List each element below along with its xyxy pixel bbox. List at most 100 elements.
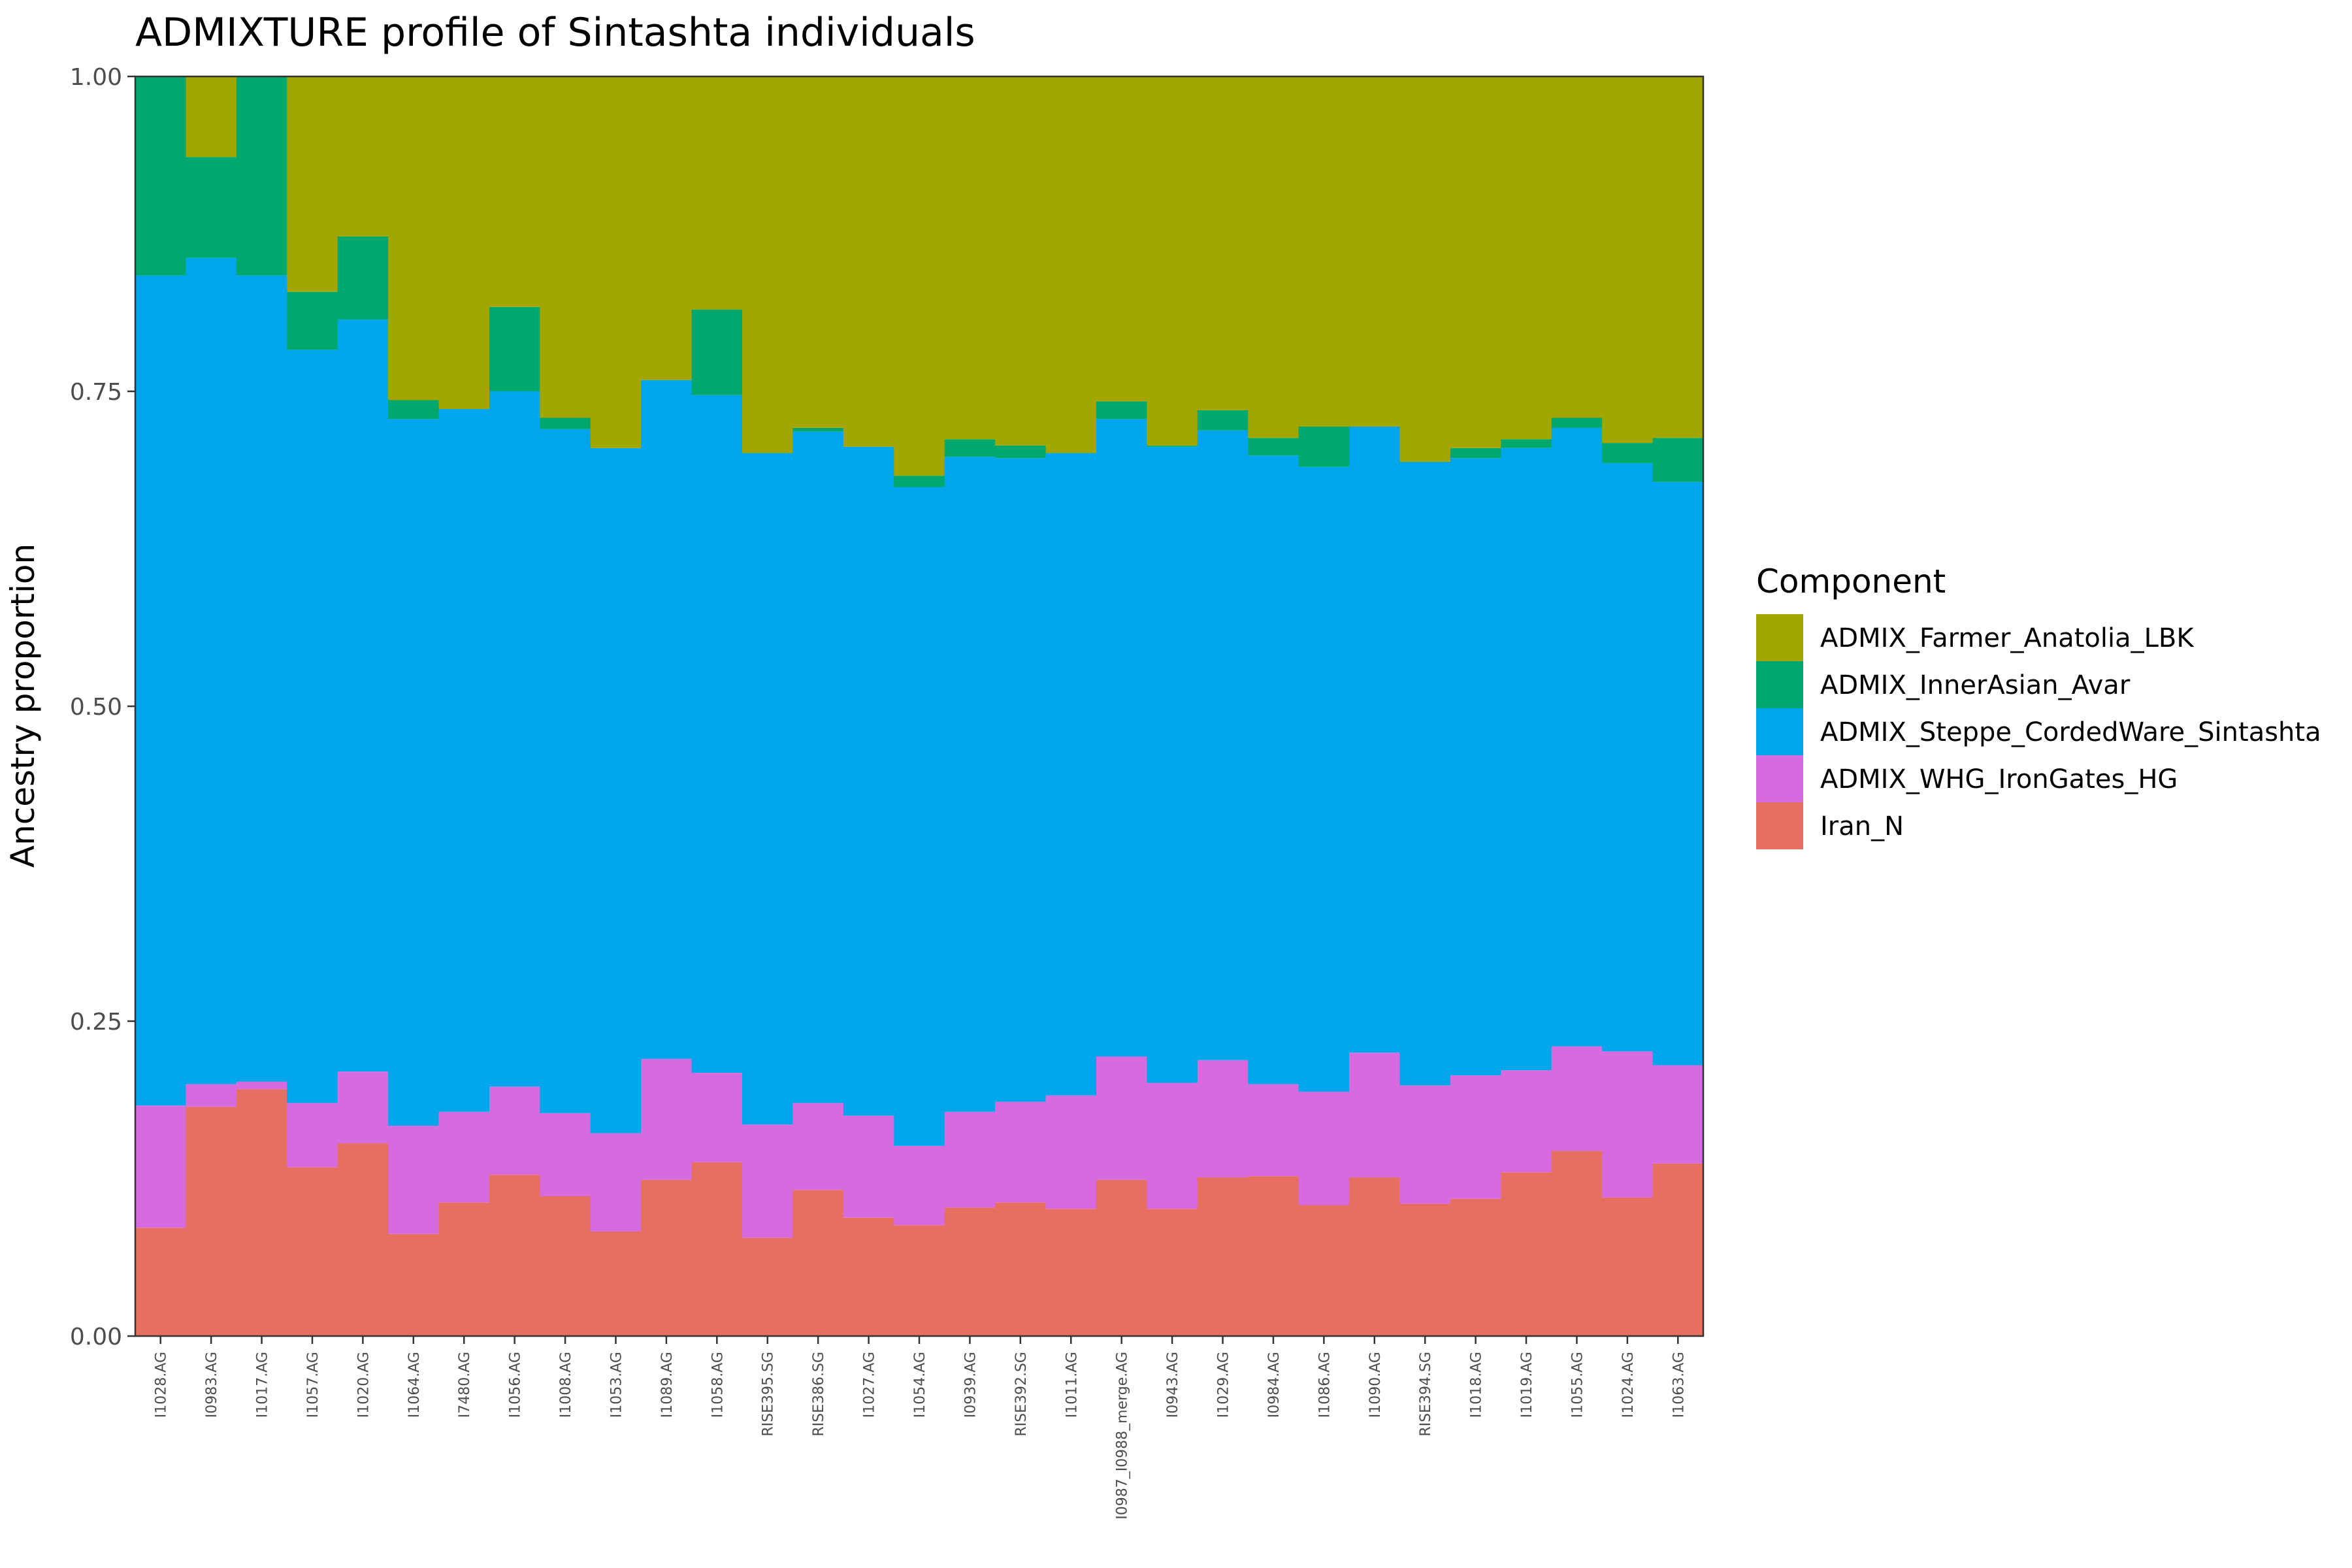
bar-segment-RISE386.SG-ADMIX_WHG_IronGates_HG [792,1103,844,1190]
x-tick-label: I1008.AG [558,1352,574,1418]
bar-segment-I0939.AG-ADMIX_Steppe_CordedWare_Sintashta [944,457,996,1112]
bar-segment-I1089.AG-Iran_N [641,1179,693,1336]
bar-segment-I1024.AG-ADMIX_InnerAsian_Avar [1602,443,1654,463]
bar-segment-I1027.AG-ADMIX_Farmer_Anatolia_LBK [843,76,894,447]
bar-segment-I1053.AG-ADMIX_WHG_IronGates_HG [590,1133,642,1232]
bar-segment-I1029.AG-ADMIX_InnerAsian_Avar [1197,410,1249,431]
bar-segment-I0987_I0988_merge.AG-Iran_N [1096,1179,1147,1336]
legend-label: ADMIX_Farmer_Anatolia_LBK [1820,623,2195,653]
x-tick-label: I1054.AG [912,1352,928,1418]
bar-segment-I1011.AG-ADMIX_Farmer_Anatolia_LBK [1045,76,1097,453]
bar-segment-I7480.AG-ADMIX_Farmer_Anatolia_LBK [438,76,490,409]
x-tick-label: I1018.AG [1469,1352,1485,1418]
bar-segment-I1017.AG-ADMIX_Steppe_CordedWare_Sintashta [236,275,287,1082]
bar-segment-I0983.AG-Iran_N [186,1107,237,1336]
x-tick-label: I1024.AG [1620,1352,1637,1418]
x-tick-label: I1056.AG [508,1352,524,1418]
bar-segment-I1063.AG-Iran_N [1652,1163,1704,1336]
x-tick-label: I1089.AG [659,1352,676,1418]
bar-segment-RISE392.SG-ADMIX_Steppe_CordedWare_Sintashta [995,458,1047,1102]
bar-segment-I1064.AG-ADMIX_Steppe_CordedWare_Sintashta [388,419,440,1126]
bar-segment-I0943.AG-Iran_N [1147,1209,1198,1336]
x-tick-label: I1011.AG [1064,1352,1080,1418]
y-tick-label: 0.50 [70,694,122,721]
bar-segment-I1056.AG-ADMIX_Steppe_CordedWare_Sintashta [489,391,540,1087]
legend-key-ADMIX_WHG_IronGates_HG [1756,755,1803,802]
legend-key-ADMIX_Farmer_Anatolia_LBK [1756,614,1803,661]
legend-key-ADMIX_Steppe_CordedWare_Sintashta [1756,708,1803,755]
bar-segment-I1029.AG-ADMIX_Steppe_CordedWare_Sintashta [1197,430,1249,1060]
bar-segment-I1029.AG-Iran_N [1197,1177,1249,1336]
bar-segment-I1011.AG-Iran_N [1045,1209,1097,1336]
bar-segment-RISE386.SG-ADMIX_InnerAsian_Avar [792,427,844,432]
bar-segment-I1008.AG-ADMIX_Steppe_CordedWare_Sintashta [540,429,591,1113]
bar-segment-RISE395.SG-Iran_N [742,1237,794,1336]
bar-segment-I1017.AG-ADMIX_WHG_IronGates_HG [236,1081,287,1090]
bar-segment-I1055.AG-ADMIX_InnerAsian_Avar [1551,417,1603,428]
legend-title: Component [1756,563,1946,600]
bar-segment-I0987_I0988_merge.AG-ADMIX_Farmer_Anatolia_LBK [1096,76,1147,402]
bar-segment-RISE386.SG-ADMIX_Farmer_Anatolia_LBK [792,76,844,428]
bar-segment-I1055.AG-Iran_N [1551,1151,1603,1336]
x-tick-label: I1019.AG [1519,1352,1535,1418]
bar-segment-I1008.AG-Iran_N [540,1196,591,1336]
x-tick-label: I1027.AG [862,1352,878,1418]
bar-segment-I1020.AG-Iran_N [337,1143,389,1336]
bar-segment-RISE394.SG-Iran_N [1399,1203,1451,1336]
x-tick-label: I1086.AG [1316,1352,1333,1418]
bar-segment-I1053.AG-ADMIX_Farmer_Anatolia_LBK [590,76,642,448]
bar-segment-I1019.AG-ADMIX_Farmer_Anatolia_LBK [1501,76,1552,440]
bar-segment-I0984.AG-ADMIX_Steppe_CordedWare_Sintashta [1248,455,1299,1085]
bar-segment-I1064.AG-ADMIX_InnerAsian_Avar [388,400,440,419]
bar-segment-I0984.AG-ADMIX_WHG_IronGates_HG [1248,1084,1299,1177]
bar-segment-I1063.AG-ADMIX_Farmer_Anatolia_LBK [1652,76,1704,438]
bar-segment-I1008.AG-ADMIX_Farmer_Anatolia_LBK [540,76,591,418]
bar-segment-I1011.AG-ADMIX_Steppe_CordedWare_Sintashta [1045,453,1097,1096]
chart-title: ADMIXTURE profile of Sintashta individua… [135,10,975,56]
bar-segment-I1086.AG-ADMIX_Steppe_CordedWare_Sintashta [1298,466,1350,1092]
bar-segment-I1053.AG-Iran_N [590,1231,642,1336]
x-tick-label: RISE386.SG [811,1352,827,1437]
bar-segment-I1054.AG-ADMIX_WHG_IronGates_HG [894,1145,945,1226]
bar-segment-I1063.AG-ADMIX_InnerAsian_Avar [1652,438,1704,482]
bar-segment-I0943.AG-ADMIX_Farmer_Anatolia_LBK [1147,76,1198,446]
bar-segment-I1086.AG-ADMIX_WHG_IronGates_HG [1298,1091,1350,1205]
bar-segment-I1028.AG-ADMIX_Steppe_CordedWare_Sintashta [135,275,187,1106]
bar-segment-I1018.AG-ADMIX_Steppe_CordedWare_Sintashta [1450,458,1501,1075]
bar-segment-I1057.AG-Iran_N [287,1167,338,1336]
bar-segment-I1058.AG-ADMIX_WHG_IronGates_HG [691,1073,743,1162]
legend-label: ADMIX_Steppe_CordedWare_Sintashta [1820,717,2321,747]
bar-segment-I1056.AG-Iran_N [489,1175,540,1336]
x-tick-label: I1055.AG [1569,1352,1586,1418]
bar-segment-I1018.AG-ADMIX_Farmer_Anatolia_LBK [1450,76,1501,448]
bar-segment-RISE394.SG-ADMIX_Steppe_CordedWare_Sintashta [1399,461,1451,1086]
bar-segment-I1057.AG-ADMIX_Farmer_Anatolia_LBK [287,76,338,292]
bar-segment-I0943.AG-ADMIX_InnerAsian_Avar [1147,445,1198,447]
x-tick-label: I7480.AG [457,1352,473,1418]
bar-segment-I1063.AG-ADMIX_WHG_IronGates_HG [1652,1065,1704,1164]
bar-segment-I0984.AG-ADMIX_InnerAsian_Avar [1248,438,1299,456]
bar-segment-I1024.AG-ADMIX_Steppe_CordedWare_Sintashta [1602,463,1654,1052]
bar-segment-I1008.AG-ADMIX_WHG_IronGates_HG [540,1113,591,1196]
y-axis: 0.00 0.25 0.50 0.75 1.00 [70,64,135,1350]
x-tick-label: RISE395.SG [760,1352,777,1437]
x-tick-label: I1053.AG [608,1352,625,1418]
bar-segment-I1086.AG-Iran_N [1298,1205,1350,1336]
bar-segment-I1063.AG-ADMIX_Steppe_CordedWare_Sintashta [1652,482,1704,1066]
bar-segment-I1024.AG-ADMIX_WHG_IronGates_HG [1602,1051,1654,1198]
bar-segment-I1054.AG-ADMIX_Farmer_Anatolia_LBK [894,76,945,476]
bar-segment-RISE394.SG-ADMIX_WHG_IronGates_HG [1399,1085,1451,1204]
bar-segment-I0984.AG-Iran_N [1248,1176,1299,1336]
bar-segment-I1029.AG-ADMIX_WHG_IronGates_HG [1197,1060,1249,1178]
bar-segment-I1018.AG-ADMIX_WHG_IronGates_HG [1450,1075,1501,1199]
bar-segment-I1056.AG-ADMIX_InnerAsian_Avar [489,306,540,391]
bar-segment-I1018.AG-ADMIX_InnerAsian_Avar [1450,448,1501,459]
bar-segment-RISE394.SG-ADMIX_Farmer_Anatolia_LBK [1399,76,1451,462]
bar-segment-I1024.AG-ADMIX_Farmer_Anatolia_LBK [1602,76,1654,444]
bar-segment-I7480.AG-ADMIX_WHG_IronGates_HG [438,1111,490,1203]
bar-segment-I1053.AG-ADMIX_Steppe_CordedWare_Sintashta [590,448,642,1134]
bar-segment-I1017.AG-Iran_N [236,1089,287,1336]
bar-segment-I1019.AG-ADMIX_WHG_IronGates_HG [1501,1070,1552,1173]
bar-segment-I1054.AG-ADMIX_Steppe_CordedWare_Sintashta [894,487,945,1146]
stacked-bars [135,76,1704,1336]
